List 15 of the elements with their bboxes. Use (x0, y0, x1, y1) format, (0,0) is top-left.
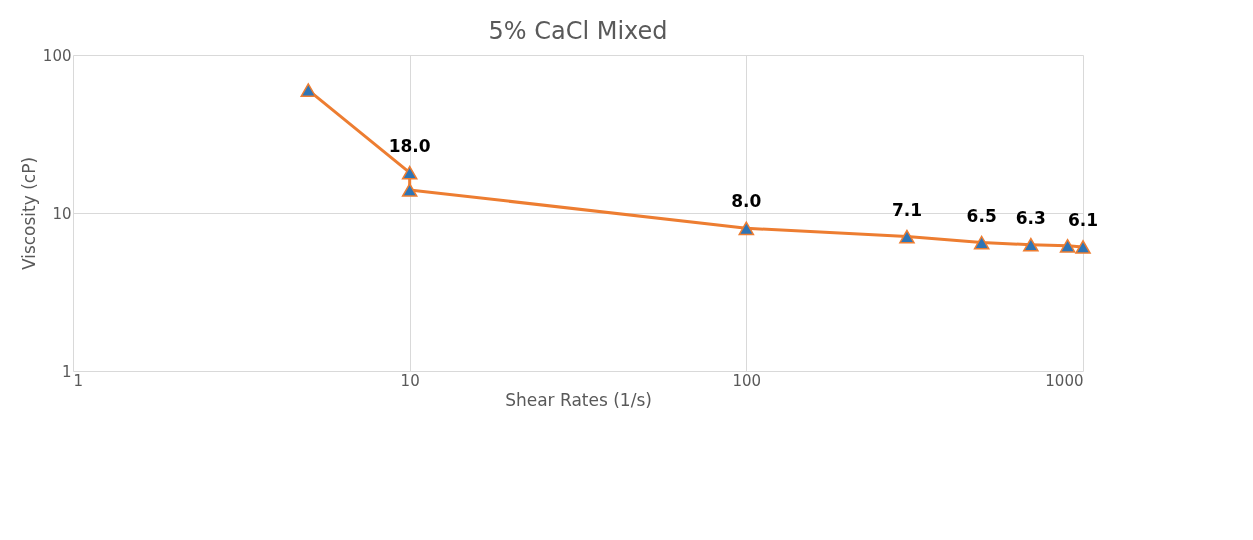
chart-title: 5% CaCl Mixed (488, 17, 668, 45)
x-axis-title: Shear Rates (1/s) (505, 389, 652, 410)
y-tick-label: 100 (42, 46, 72, 65)
data-label: 6.3 (1015, 207, 1046, 228)
x-tick-label: 1 (73, 371, 84, 390)
data-label: 6.5 (966, 205, 997, 226)
x-tick-label: 1000 (1045, 371, 1084, 390)
data-label: 7.1 (891, 199, 923, 220)
y-axis-title: Viscosity (cP) (18, 156, 39, 271)
data-label: 8.0 (731, 191, 762, 212)
x-tick-label: 100 (732, 371, 762, 390)
data-label: 6.1 (1067, 209, 1099, 230)
x-tick-label: 10 (400, 371, 420, 390)
data-label: 18.0 (388, 135, 431, 156)
y-tick-label: 10 (52, 204, 72, 223)
